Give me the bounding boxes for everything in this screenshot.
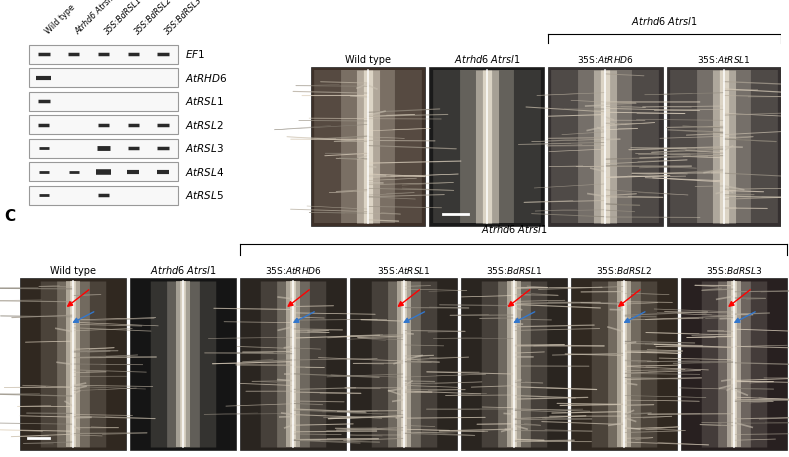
Text: $\it{AtRSL3}$: $\it{AtRSL3}$	[185, 142, 224, 154]
Text: Wild type: Wild type	[43, 3, 77, 36]
Bar	[461, 278, 567, 450]
Bar	[20, 278, 126, 450]
Bar	[29, 69, 178, 87]
Text: 35S:$\it{AtRHD6}$: 35S:$\it{AtRHD6}$	[577, 54, 634, 65]
Bar	[311, 67, 425, 226]
Bar	[29, 45, 178, 64]
Text: 35S:$\it{BdRSL2}$: 35S:$\it{BdRSL2}$	[596, 265, 652, 276]
Text: 35S:$\it{AtRHD6}$: 35S:$\it{AtRHD6}$	[265, 265, 322, 276]
Text: $\it{AtRSL5}$: $\it{AtRSL5}$	[185, 189, 224, 202]
Bar	[667, 67, 781, 226]
Text: 35S:$\it{BdRSL1}$: 35S:$\it{BdRSL1}$	[486, 265, 542, 276]
Text: 35S:BdRSL3: 35S:BdRSL3	[163, 0, 204, 36]
Text: $\it{AtRSL1}$: $\it{AtRSL1}$	[185, 96, 224, 107]
Bar	[681, 278, 787, 450]
Bar	[29, 139, 178, 158]
Bar	[240, 278, 346, 450]
Text: $\it{Atrhd6\ Atrsl1}$: $\it{Atrhd6\ Atrsl1}$	[150, 264, 216, 276]
Text: C: C	[4, 209, 15, 224]
Text: $\it{Atrhd6\ Atrsl1}$: $\it{Atrhd6\ Atrsl1}$	[481, 223, 547, 235]
Text: 35S:$\it{AtRSL1}$: 35S:$\it{AtRSL1}$	[697, 54, 751, 65]
Bar	[29, 162, 178, 181]
Bar	[571, 278, 677, 450]
Text: Wild type: Wild type	[50, 266, 96, 276]
Text: Atrhd6 Atrsl1: Atrhd6 Atrsl1	[73, 0, 118, 36]
Text: $\it{EF1}$: $\it{EF1}$	[185, 48, 206, 60]
Bar	[29, 186, 178, 205]
Text: 35S:$\it{BdRSL3}$: 35S:$\it{BdRSL3}$	[706, 265, 762, 276]
Text: 35S:BdRSL1: 35S:BdRSL1	[103, 0, 144, 36]
Text: 35S:BdRSL2: 35S:BdRSL2	[133, 0, 174, 36]
Bar	[429, 67, 544, 226]
Bar	[29, 116, 178, 134]
Text: Wild type: Wild type	[345, 55, 391, 65]
Bar	[29, 92, 178, 111]
Bar	[130, 278, 236, 450]
Text: $\it{Atrhd6\ Atrsl1}$: $\it{Atrhd6\ Atrsl1}$	[454, 53, 520, 65]
Text: $\it{Atrhd6\ Atrsl1}$: $\it{Atrhd6\ Atrsl1}$	[631, 15, 697, 27]
Bar	[548, 67, 663, 226]
Text: 35S:$\it{AtRSL1}$: 35S:$\it{AtRSL1}$	[376, 265, 431, 276]
Text: $\it{AtRSL2}$: $\it{AtRSL2}$	[185, 119, 224, 131]
Text: $\it{AtRHD6}$: $\it{AtRHD6}$	[185, 72, 228, 84]
Bar	[350, 278, 457, 450]
Text: $\it{AtRSL4}$: $\it{AtRSL4}$	[185, 166, 225, 178]
